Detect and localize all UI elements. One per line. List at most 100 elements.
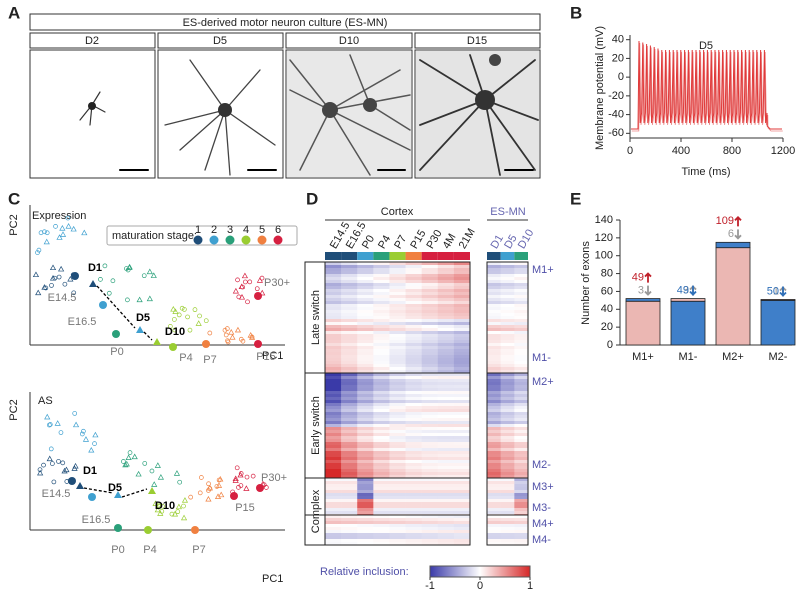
heatmap-cell xyxy=(405,403,422,407)
heatmap-cell xyxy=(500,445,515,449)
heatmap-cell xyxy=(405,481,422,485)
heatmap-cell xyxy=(437,391,455,395)
heatmap-cell xyxy=(453,349,471,353)
heatmap-cell xyxy=(421,436,439,440)
sample-marker xyxy=(136,296,143,303)
heatmap-cell xyxy=(453,436,471,440)
sample-marker xyxy=(136,326,144,333)
heatmap-cell xyxy=(437,268,455,272)
heatmap-cell xyxy=(373,316,390,320)
heatmap-cell xyxy=(487,409,501,413)
heatmap-cell xyxy=(421,364,439,368)
heatmap-cell xyxy=(453,400,471,404)
heatmap-cell xyxy=(500,542,515,546)
heatmap-cell xyxy=(500,304,515,308)
legend-swatch xyxy=(273,235,283,245)
heatmap-cell xyxy=(453,286,471,290)
heatmap-cell xyxy=(453,370,471,374)
heatmap-cell xyxy=(500,283,515,287)
heatmap-cell xyxy=(373,433,390,437)
heatmap-cell xyxy=(514,542,529,546)
heatmap-cell xyxy=(421,400,439,404)
heatmap-cell xyxy=(357,394,374,398)
heatmap-cell xyxy=(405,286,422,290)
heatmap-cell xyxy=(487,331,501,335)
heatmap-cell xyxy=(357,412,374,416)
heatmap-cell xyxy=(487,358,501,362)
sample-marker xyxy=(43,285,49,291)
heatmap-cell xyxy=(389,352,406,356)
heatmap-cell xyxy=(500,508,515,512)
heatmap-cell xyxy=(357,490,374,494)
heatmap-cell xyxy=(341,343,358,347)
heatmap-cell xyxy=(421,265,439,269)
y-tick-label: 0 xyxy=(607,339,613,351)
heatmap-cell xyxy=(341,304,358,308)
heatmap-cell xyxy=(405,515,422,519)
heatmap-cell xyxy=(453,346,471,350)
heatmap-cell xyxy=(389,442,406,446)
sample-marker xyxy=(102,263,108,269)
heatmap-cell xyxy=(437,451,455,455)
heatmap-cell xyxy=(341,496,358,500)
heatmap-cell xyxy=(389,403,406,407)
heatmap-cell xyxy=(437,427,455,431)
heatmap-cell xyxy=(514,415,529,419)
heatmap-cell xyxy=(373,325,390,329)
heatmap-cell xyxy=(389,370,406,374)
heatmap-cell xyxy=(487,502,501,506)
heatmap-cell xyxy=(514,521,529,525)
sample-marker xyxy=(54,420,61,426)
heatmap-cell xyxy=(487,508,501,512)
heatmap-cell xyxy=(421,445,439,449)
heatmap-cell xyxy=(341,505,358,509)
heatmap-cell xyxy=(500,265,515,269)
sample-marker xyxy=(234,465,240,471)
x-tick-label: 1200 xyxy=(771,145,795,157)
heatmap-cell xyxy=(389,289,406,293)
heatmap-cell xyxy=(325,508,342,512)
heatmap-cell xyxy=(421,527,439,531)
heatmap-cell xyxy=(514,454,529,458)
heatmap-cell xyxy=(405,376,422,380)
heatmap-cell xyxy=(500,289,515,293)
heatmap-cell xyxy=(389,373,406,377)
heatmap-cell xyxy=(500,397,515,401)
heatmap-cell xyxy=(514,394,529,398)
heatmap-cell xyxy=(500,379,515,383)
sample-marker xyxy=(149,468,155,474)
heatmap-cell xyxy=(437,298,455,302)
sample-marker xyxy=(53,224,58,229)
heatmap-cell xyxy=(500,460,515,464)
heatmap-cell xyxy=(487,542,501,546)
sample-marker xyxy=(56,234,63,240)
heatmap-cell xyxy=(325,298,342,302)
heatmap-cell xyxy=(437,271,455,275)
heatmap-cell xyxy=(421,502,439,506)
heatmap-cell xyxy=(437,376,455,380)
heatmap-cell xyxy=(421,319,439,323)
heatmap-cell xyxy=(514,298,529,302)
heatmap-cell xyxy=(514,472,529,476)
heatmap-cell xyxy=(325,421,342,425)
heatmap-cell xyxy=(437,355,455,359)
heatmap-cell xyxy=(487,307,501,311)
heatmap-cell xyxy=(405,496,422,500)
heatmap-cell xyxy=(453,340,471,344)
heatmap-cell xyxy=(487,337,501,341)
y-tick-label: -20 xyxy=(608,90,624,102)
heatmap-cell xyxy=(325,322,342,326)
heatmap-cell xyxy=(487,295,501,299)
heatmap-cell xyxy=(405,451,422,455)
heatmap-cell xyxy=(437,421,455,425)
x-tick-label: M2- xyxy=(769,351,788,363)
heatmap-cell xyxy=(389,283,406,287)
heatmap-cell xyxy=(514,316,529,320)
heatmap-cell xyxy=(421,307,439,311)
heatmap-cell xyxy=(405,421,422,425)
heatmap-cell xyxy=(487,322,501,326)
heatmap-cell xyxy=(437,505,455,509)
heatmap-cell xyxy=(421,361,439,365)
heatmap-cell xyxy=(421,448,439,452)
heatmap-cell xyxy=(487,460,501,464)
